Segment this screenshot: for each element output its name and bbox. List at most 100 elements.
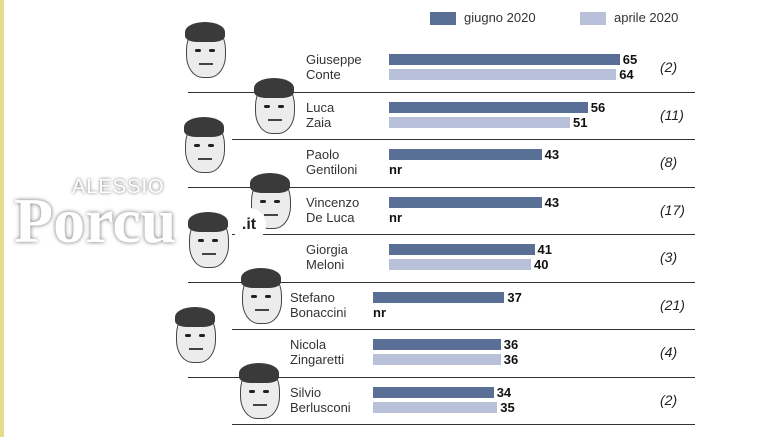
bar-aprile xyxy=(389,69,617,80)
row-divider xyxy=(188,281,695,283)
candidate-name-line: Meloni xyxy=(306,257,345,272)
bar-value-label: 34 xyxy=(496,384,512,400)
portrait-eye xyxy=(264,104,270,108)
bar-giugno xyxy=(373,291,505,303)
candidate-name-line: Berlusconi xyxy=(290,399,351,415)
rank-label: (2) xyxy=(660,59,678,75)
portrait-hair xyxy=(184,117,224,137)
candidate-name-line: Giuseppe xyxy=(306,52,362,67)
bar-giugno xyxy=(389,101,588,113)
rank-label: (21) xyxy=(660,296,685,313)
candidate-name-line: Zaia xyxy=(306,114,332,130)
row-divider xyxy=(188,186,695,188)
candidate-name-line: Conte xyxy=(306,67,341,82)
bar-value-label: 41 xyxy=(537,242,553,257)
candidate-name-line: Paolo xyxy=(306,147,340,162)
candidate-portrait xyxy=(188,212,229,268)
missing-value-label: nr xyxy=(373,304,386,320)
candidate-name-line: Gentiloni xyxy=(306,162,358,177)
watermark-suffix: .it xyxy=(232,208,266,242)
candidate-portrait xyxy=(254,77,295,134)
candidate-name-line: Stefano xyxy=(290,289,335,305)
bar-value-label: 65 xyxy=(622,52,638,67)
candidate-portrait xyxy=(241,267,282,324)
candidate-name-line: Luca xyxy=(306,99,335,115)
portrait-eye xyxy=(209,49,215,52)
legend-swatch-aprile xyxy=(580,12,606,25)
portrait-hair xyxy=(188,212,228,232)
portrait-eye xyxy=(249,389,255,393)
rank-label: (2) xyxy=(660,391,678,408)
legend-label-giugno: giugno 2020 xyxy=(464,10,536,25)
portrait-eye xyxy=(278,104,284,108)
portrait-mouth xyxy=(199,63,213,65)
missing-value-label: nr xyxy=(389,162,402,177)
candidate-name-line: Nicola xyxy=(290,337,327,352)
portrait-mouth xyxy=(255,308,269,311)
row-divider xyxy=(188,376,695,378)
portrait-eye xyxy=(274,199,280,203)
portrait-eye xyxy=(199,334,205,337)
missing-value-label: nr xyxy=(389,209,402,225)
page-left-edge xyxy=(0,0,4,437)
portrait-eye xyxy=(212,239,218,242)
candidate-portrait xyxy=(185,22,226,78)
bar-aprile xyxy=(389,116,571,128)
bar-giugno xyxy=(389,54,620,65)
portrait-mouth xyxy=(268,118,282,121)
bar-giugno xyxy=(389,149,542,160)
row-divider xyxy=(232,139,695,140)
portrait-eye xyxy=(194,144,200,147)
portrait-eye xyxy=(263,389,269,393)
bar-giugno xyxy=(373,339,501,350)
bar-value-label: 40 xyxy=(534,257,549,272)
candidate-name-line: De Luca xyxy=(306,209,355,225)
bar-aprile xyxy=(373,354,501,365)
row-divider xyxy=(232,424,695,425)
portrait-eye xyxy=(265,294,271,298)
row-divider xyxy=(232,329,695,330)
legend-label-aprile: aprile 2020 xyxy=(614,10,679,25)
watermark-small-text: ALESSIO xyxy=(72,176,165,198)
portrait-hair xyxy=(185,22,225,42)
candidate-name-line: Zingaretti xyxy=(290,352,345,367)
row-divider xyxy=(232,234,695,235)
portrait-hair xyxy=(175,307,215,327)
bar-value-label: 43 xyxy=(544,194,560,210)
bar-value-label: 37 xyxy=(507,289,522,305)
rank-label: (3) xyxy=(660,249,678,265)
portrait-mouth xyxy=(189,348,203,350)
bar-value-label: 35 xyxy=(500,399,515,415)
bar-giugno xyxy=(389,196,542,208)
portrait-eye xyxy=(208,144,214,147)
portrait-hair xyxy=(254,77,294,98)
portrait-eye xyxy=(195,49,201,52)
bar-value-label: 64 xyxy=(619,67,634,82)
bar-aprile xyxy=(389,259,531,270)
portrait-mouth xyxy=(198,158,212,160)
bar-value-label: 51 xyxy=(573,114,588,130)
candidate-portrait xyxy=(175,307,216,363)
candidate-portrait xyxy=(184,117,225,173)
portrait-eye xyxy=(198,239,204,242)
bar-giugno xyxy=(389,244,535,255)
portrait-hair xyxy=(241,267,281,288)
row-divider xyxy=(188,91,695,93)
portrait-mouth xyxy=(253,403,267,406)
rank-label: (4) xyxy=(660,344,678,360)
portrait-mouth xyxy=(264,213,278,216)
portrait-mouth xyxy=(202,253,216,255)
rank-label: (8) xyxy=(660,154,678,170)
candidate-name-line: Giorgia xyxy=(306,242,348,257)
bar-value-label: 36 xyxy=(503,337,519,352)
portrait-eye xyxy=(251,294,257,298)
candidate-name-line: Bonaccini xyxy=(290,304,347,320)
portrait-hair xyxy=(239,362,279,383)
candidate-name-line: Vincenzo xyxy=(306,194,360,210)
portrait-eye xyxy=(185,334,191,337)
rank-label: (17) xyxy=(660,201,685,218)
bar-aprile xyxy=(373,401,498,413)
watermark-logo: Porcu ALESSIO .it xyxy=(14,172,274,256)
candidate-portrait xyxy=(239,362,280,419)
